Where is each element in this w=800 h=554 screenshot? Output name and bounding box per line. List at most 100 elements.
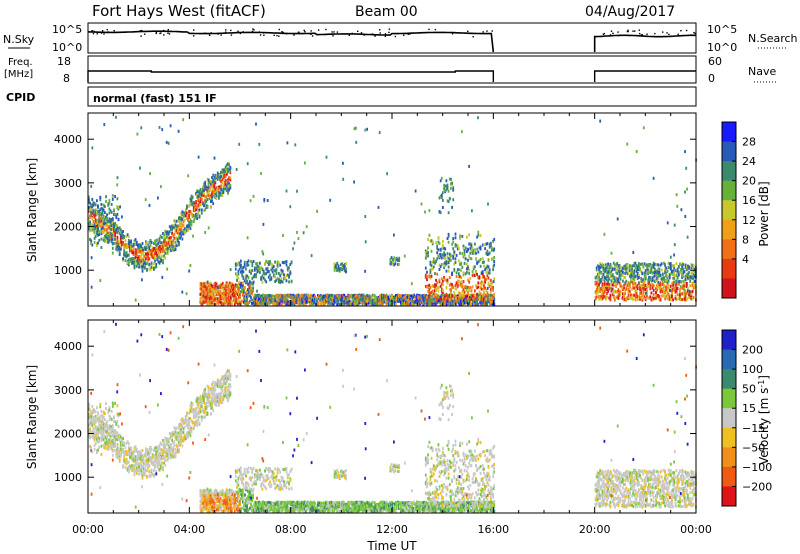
range-cell	[657, 284, 660, 288]
range-cell	[468, 268, 471, 272]
range-cell	[642, 297, 645, 301]
range-cell	[350, 293, 353, 297]
range-cell	[483, 291, 485, 295]
range-cell	[450, 291, 452, 295]
range-cell	[196, 190, 199, 194]
range-cell	[170, 226, 172, 230]
range-cell	[652, 284, 655, 288]
range-cell	[442, 289, 444, 293]
range-cell	[602, 266, 605, 270]
range-cell	[220, 301, 223, 305]
range-cell	[229, 178, 232, 182]
range-cell	[442, 279, 444, 283]
range-cell	[675, 262, 678, 266]
range-cell	[458, 299, 461, 303]
range-cell	[596, 272, 599, 276]
range-cell	[476, 235, 478, 239]
range-cell	[448, 293, 451, 297]
range-cell	[390, 262, 393, 266]
range-cell	[618, 293, 621, 297]
range-cell	[205, 206, 208, 209]
range-cell	[342, 295, 345, 299]
range-cell	[663, 276, 665, 280]
range-cell	[493, 277, 496, 281]
range-cell	[389, 299, 391, 303]
range-cell	[650, 291, 653, 295]
range-cell	[596, 264, 599, 268]
range-cell	[248, 289, 250, 293]
range-cell	[466, 270, 468, 274]
range-cell	[204, 186, 207, 190]
range-cell	[445, 269, 448, 273]
range-cell	[225, 188, 228, 192]
range-cell	[250, 286, 252, 290]
range-cell	[601, 265, 604, 269]
range-cell	[615, 270, 617, 274]
range-cell	[157, 260, 160, 264]
range-cell	[157, 255, 160, 259]
range-cell	[417, 301, 420, 305]
range-cell	[265, 302, 268, 306]
range-cell	[244, 294, 246, 298]
range-cell	[272, 274, 275, 278]
range-cell	[447, 302, 450, 305]
range-cell	[335, 268, 337, 272]
range-cell	[179, 236, 181, 240]
range-cell	[288, 274, 290, 278]
range-cell	[426, 297, 428, 301]
range-cell	[677, 293, 680, 297]
range-cell	[240, 259, 242, 263]
range-cell	[618, 274, 621, 278]
range-cell	[213, 286, 216, 290]
range-cell	[251, 301, 253, 305]
freq-series	[87, 70, 696, 82]
range-cell	[224, 165, 227, 169]
range-cell	[290, 300, 293, 303]
range-cell	[296, 301, 299, 305]
range-cell	[669, 298, 672, 302]
range-cell	[442, 198, 444, 202]
range-cell	[612, 296, 615, 300]
range-cell	[176, 224, 179, 228]
range-cell	[682, 287, 685, 290]
range-cell	[279, 279, 282, 283]
range-cell	[424, 273, 427, 277]
range-cell	[301, 300, 304, 304]
range-cell	[436, 293, 439, 297]
range-cell	[327, 302, 329, 306]
range-cell	[114, 231, 116, 234]
range-cell	[148, 246, 151, 250]
range-cell	[671, 286, 673, 290]
range-cell	[438, 296, 441, 300]
range-cell	[228, 177, 230, 181]
range-cell	[139, 243, 142, 247]
range-cell	[679, 262, 681, 266]
range-cell	[200, 211, 203, 215]
range-cell	[230, 303, 233, 307]
range-cell	[118, 245, 121, 249]
range-cell	[107, 234, 110, 238]
range-cell	[142, 264, 145, 268]
range-cell	[595, 290, 598, 294]
range-cell	[655, 287, 657, 291]
range-cell	[313, 297, 315, 301]
range-cell	[212, 183, 215, 187]
range-cell	[179, 224, 181, 228]
range-cell	[105, 233, 107, 237]
range-cell	[432, 284, 435, 288]
range-cell	[693, 283, 696, 287]
range-cell	[286, 299, 289, 303]
range-cell	[341, 296, 344, 300]
range-cell	[153, 242, 155, 245]
nsearch-point	[303, 29, 305, 32]
range-cell	[467, 301, 469, 305]
range-cell	[167, 231, 170, 235]
range-cell	[115, 241, 118, 245]
range-cell	[376, 298, 379, 302]
range-cell	[252, 286, 254, 290]
range-cell	[325, 294, 327, 298]
range-cell	[603, 295, 606, 299]
range-cell	[680, 280, 682, 284]
range-cell	[173, 219, 176, 223]
